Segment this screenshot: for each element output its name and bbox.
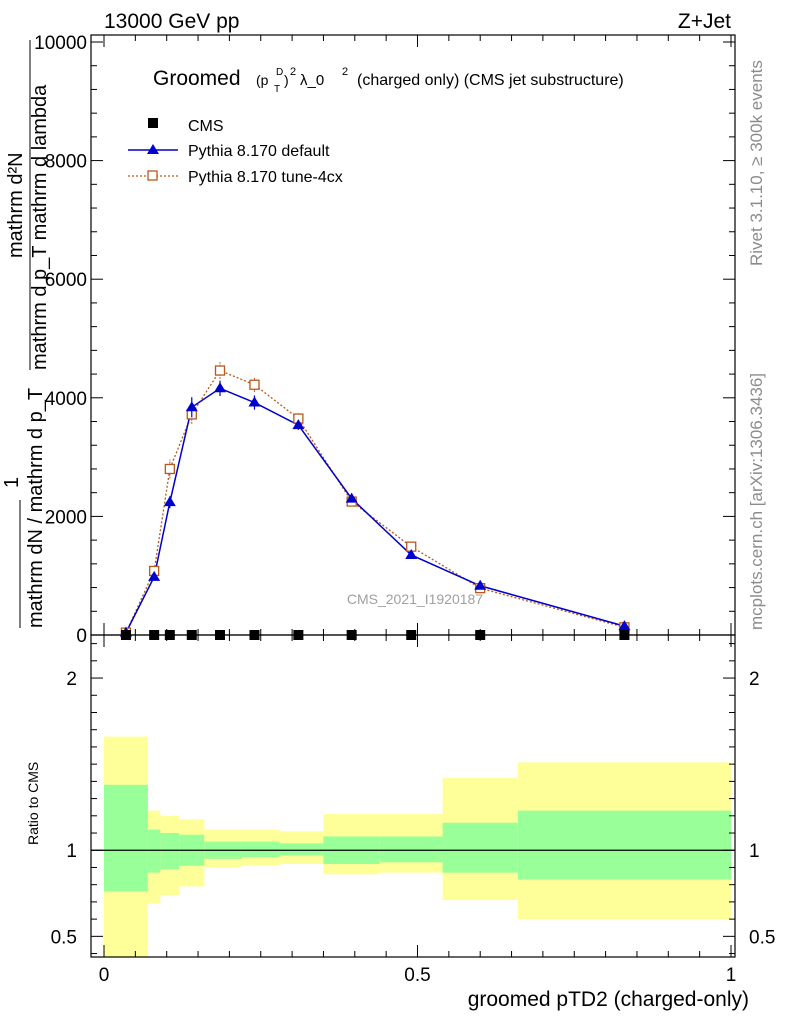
y-tick-label: 8000 <box>45 152 87 173</box>
process-label: Z+Jet <box>678 10 731 33</box>
main-y-axis: 0 2000 4000 6000 8000 10000 <box>34 33 735 647</box>
title-prefix: Groomed <box>153 67 241 90</box>
main-y-label: 1 mathrm d²N mathrm d p_T mathrm d lambd… <box>1 40 51 628</box>
x-tick-label: 1 <box>726 965 737 986</box>
ratio-band-inner <box>279 843 324 856</box>
x-tick-label: 0.5 <box>404 965 430 986</box>
analysis-tag: CMS_2021_I1920187 <box>347 591 483 607</box>
ratio-band-inner <box>241 841 280 858</box>
default-point <box>405 548 418 559</box>
ylabel-top: mathrm d²N <box>5 152 27 258</box>
ylabel-bottom: mathrm dN / mathrm d p_T <box>25 388 47 628</box>
title-sub-t: T <box>274 84 280 95</box>
ratio-band-inner <box>147 829 161 873</box>
default-point <box>292 419 305 430</box>
ylabel-mid: mathrm d p_T mathrm d lambda <box>29 84 51 370</box>
title-sup-2: 2 <box>290 66 296 78</box>
title-paren-close: ) <box>284 72 289 88</box>
ratio-band-inner <box>517 810 731 880</box>
y-tick-label: 2000 <box>45 507 87 528</box>
default-point <box>618 620 631 631</box>
ratio-y-tick-label: 0.5 <box>51 927 77 948</box>
y-tick-label: 0 <box>76 626 87 647</box>
title-suffix: (charged only) (CMS jet substructure) <box>357 72 624 89</box>
series-tune-line <box>125 369 625 633</box>
default-point <box>345 492 358 503</box>
ratio-band-inner <box>442 822 518 873</box>
title-lambda: λ_0 <box>300 72 324 89</box>
beam-label: 13000 GeV pp <box>104 10 239 33</box>
legend-cms-marker <box>148 118 158 128</box>
legend-tune-label: Pythia 8.170 tune-4cx <box>188 169 343 186</box>
x-tick-label: 0 <box>99 965 110 986</box>
ratio-y-tick-label: 2 <box>66 669 77 690</box>
default-point <box>474 579 487 590</box>
legend: CMS Pythia 8.170 default Pythia 8.170 tu… <box>128 118 343 186</box>
ratio-y-tick-label-right: 1 <box>749 841 760 862</box>
plot-title: Groomed (p D T ) 2 λ_0 2 (charged only) … <box>153 66 624 95</box>
default-point <box>248 396 261 407</box>
default-point <box>148 570 161 581</box>
tune-point <box>249 379 260 390</box>
y-tick-label: 10000 <box>34 33 87 54</box>
ratio-y-tick-label: 1 <box>66 841 77 862</box>
legend-cms-label: CMS <box>188 118 224 135</box>
main-panel: 0 2000 4000 6000 8000 10000 Groomed (p D T ) … <box>1 33 736 647</box>
ratio-panel: 0.5 0.5 1 1 2 2 0 0.5 1 Ratio to CMS groomed pTD… <box>25 634 775 1011</box>
title-sup-2b: 2 <box>342 66 348 78</box>
legend-default-marker <box>147 144 159 154</box>
legend-default-label: Pythia 8.170 default <box>188 143 330 160</box>
ratio-frame <box>90 634 736 958</box>
mcplots-label: mcplots.cern.ch [arXiv:1306.3436] <box>747 373 766 630</box>
title-paren-open: (p <box>256 72 269 88</box>
ratio-band-inner <box>104 784 148 892</box>
default-point <box>185 401 198 412</box>
default-point <box>163 496 176 507</box>
ratio-y-tick-label-right: 0.5 <box>749 927 775 948</box>
y-tick-label: 4000 <box>45 389 87 410</box>
default-point <box>213 382 226 393</box>
rivet-label: Rivet 3.1.10, ≥ 300k events <box>747 60 766 266</box>
ratio-band-inner <box>379 836 443 863</box>
ylabel-one: 1 <box>1 477 23 488</box>
tune-point <box>164 463 175 475</box>
legend-tune-marker <box>147 170 158 181</box>
ratio-bands <box>91 736 735 957</box>
y-tick-label: 6000 <box>45 270 87 291</box>
title-sup-d: D <box>276 67 283 78</box>
ratio-band-inner <box>160 833 180 870</box>
tune-point <box>214 365 226 376</box>
ratio-y-label: Ratio to CMS <box>25 762 41 845</box>
ratio-y-tick-label-right: 2 <box>749 669 760 690</box>
ratio-axes: 0.5 0.5 1 1 2 2 0 0.5 1 <box>51 635 775 986</box>
x-axis-label: groomed pTD2 (charged-only) <box>468 988 749 1011</box>
